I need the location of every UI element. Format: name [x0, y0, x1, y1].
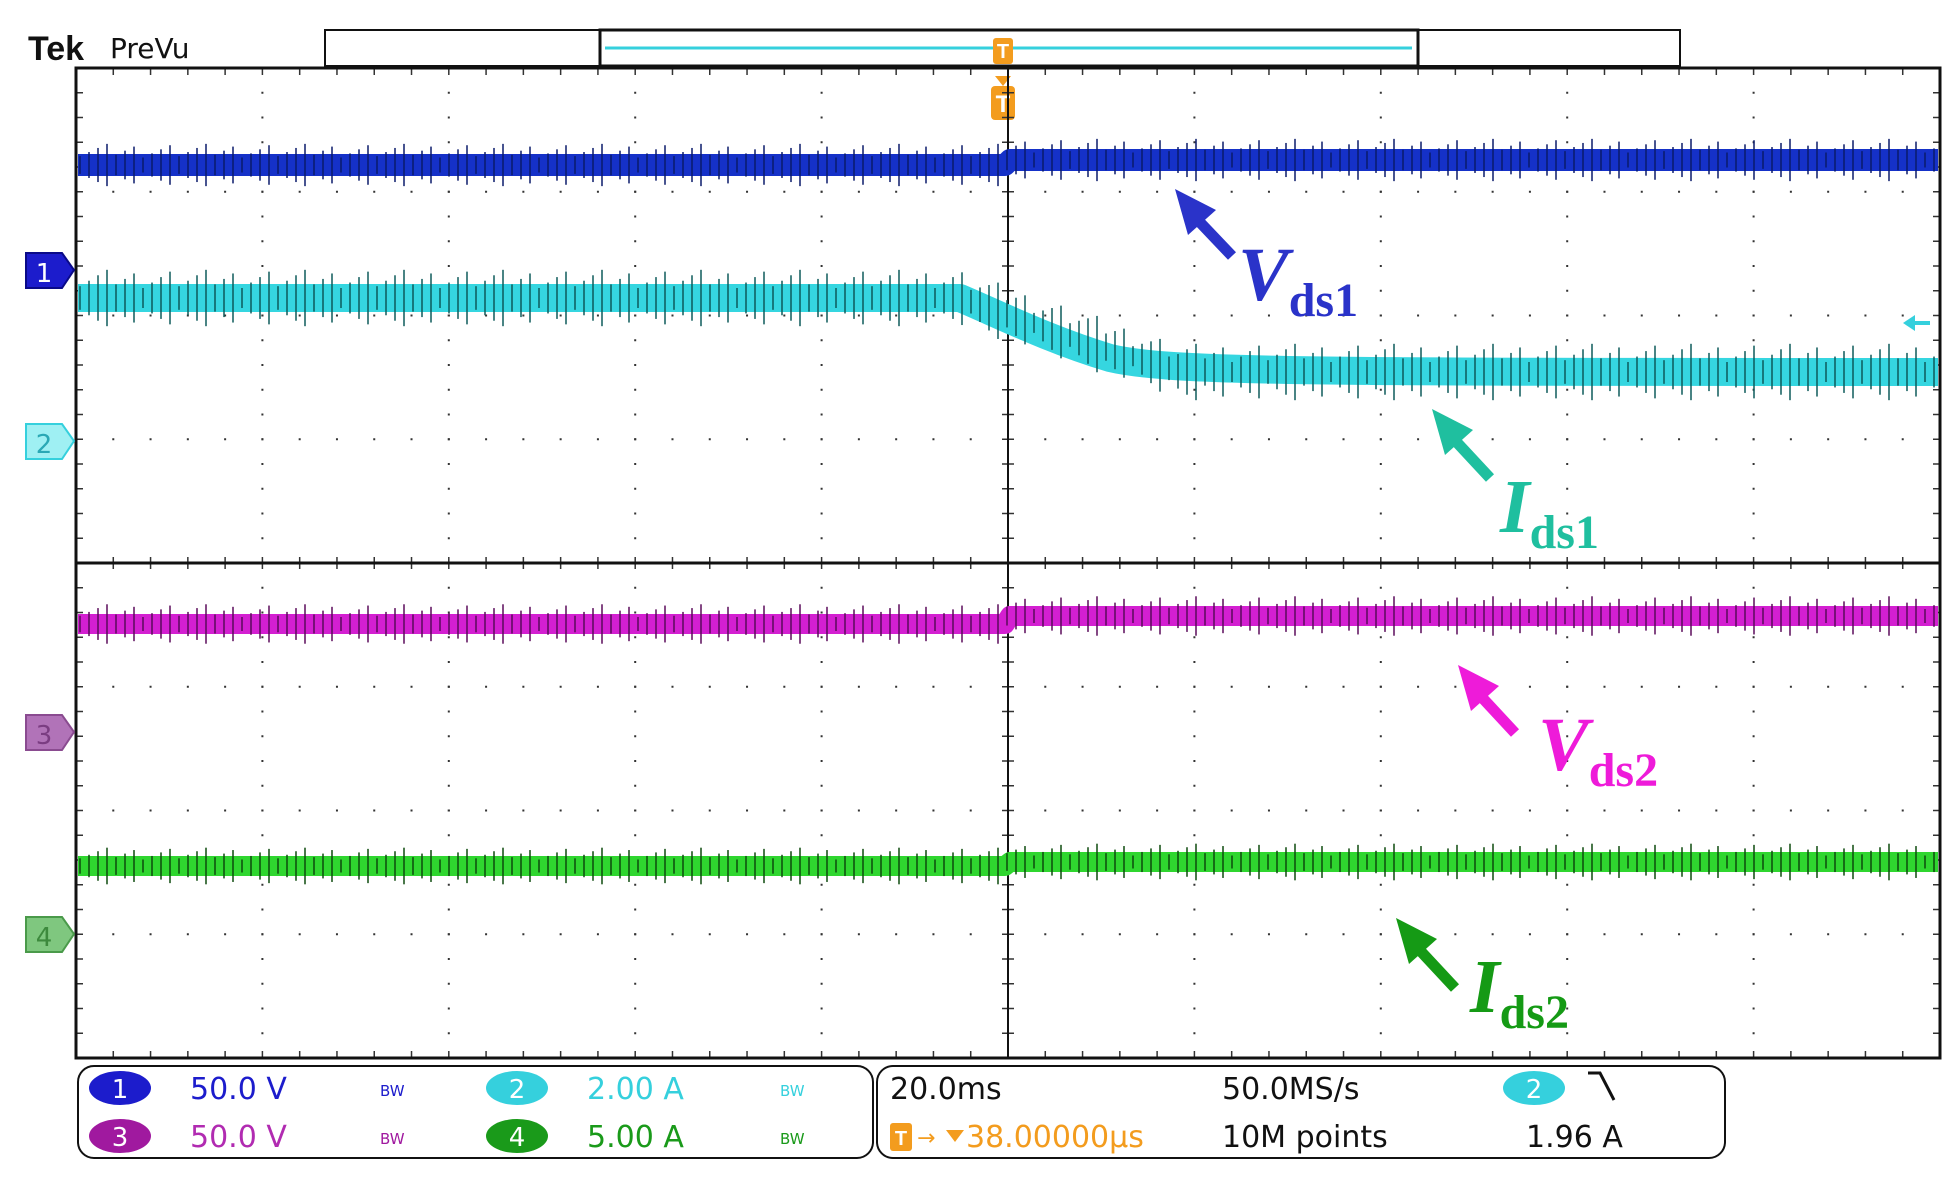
ch3-readout[interactable]: 3 50.0 V BW [89, 1119, 405, 1155]
ch3-offset-marker[interactable]: 3 [25, 714, 76, 751]
svg-text:2: 2 [36, 430, 53, 460]
horizontal-delay-readout[interactable]: T → 38.00000µs [890, 1120, 1144, 1155]
vds1-annotation-arrow [1175, 189, 1236, 260]
ids1-label: Ids1 [1499, 465, 1599, 559]
horizontal-delay: 38.00000µs [966, 1120, 1144, 1155]
ch2-scale: 2.00 A [587, 1072, 684, 1107]
svg-text:1: 1 [36, 259, 53, 289]
horizontal-scale[interactable]: 20.0ms [890, 1072, 1002, 1107]
svg-text:T: T [895, 1128, 907, 1150]
vds1-trace [78, 149, 1938, 176]
svg-text:T: T [997, 41, 1009, 63]
falling-edge-icon [1588, 1071, 1616, 1101]
svg-text:1: 1 [112, 1075, 129, 1105]
svg-text:3: 3 [36, 721, 53, 751]
trigger-time-marker[interactable]: T [991, 76, 1015, 120]
ids1-trace [78, 284, 1939, 386]
vds2-label: Vds2 [1538, 703, 1658, 797]
ch4-offset-marker[interactable]: 4 [25, 916, 76, 953]
ch1-scale: 50.0 V [190, 1072, 287, 1107]
record-length[interactable]: 10M points [1222, 1120, 1388, 1155]
ch2-readout[interactable]: 2 2.00 A BW [486, 1071, 805, 1107]
trigger-readout[interactable]: 2 1.96 A [1503, 1071, 1623, 1155]
ch3-bandwidth-icon: BW [380, 1130, 405, 1148]
trigger-source: 2 [1526, 1075, 1543, 1105]
trigger-level-indicator[interactable] [1903, 315, 1930, 331]
ch1-readout[interactable]: 1 50.0 V BW [89, 1071, 405, 1107]
trace-noise [79, 138, 1935, 885]
ch1-bandwidth-icon: BW [380, 1082, 405, 1100]
vds2-annotation-arrow [1458, 665, 1520, 737]
vds2-trace [78, 606, 1938, 634]
ch4-bandwidth-icon: BW [780, 1130, 805, 1148]
svg-text:3: 3 [112, 1123, 129, 1153]
trigger-position-marker[interactable]: T [993, 38, 1013, 64]
channel-settings-panel [77, 1065, 874, 1159]
ids2-annotation-arrow [1396, 918, 1460, 992]
ch2-bandwidth-icon: BW [780, 1082, 805, 1100]
ids2-trace [78, 852, 1938, 876]
brand-label: Tek [28, 30, 84, 68]
ids2-label: Ids2 [1469, 945, 1569, 1039]
sample-rate: 50.0MS/s [1222, 1072, 1359, 1107]
delay-marker-icon [946, 1130, 964, 1142]
ch3-scale: 50.0 V [190, 1120, 287, 1155]
svg-text:2: 2 [509, 1075, 526, 1105]
trigger-level: 1.96 A [1526, 1120, 1623, 1155]
vds1-label: Vds1 [1238, 233, 1358, 327]
svg-text:T: T [996, 91, 1011, 118]
ch4-scale: 5.00 A [587, 1120, 684, 1155]
svg-text:4: 4 [36, 923, 53, 953]
ch2-offset-marker[interactable]: 2 [25, 423, 76, 460]
ids1-annotation-arrow [1432, 409, 1495, 482]
delay-arrow-icon: → [917, 1126, 935, 1151]
acquisition-mode-label: PreVu [110, 32, 190, 65]
svg-text:4: 4 [509, 1123, 526, 1153]
ch1-offset-marker[interactable]: 1 [25, 252, 76, 289]
ch4-readout[interactable]: 4 5.00 A BW [486, 1119, 805, 1155]
